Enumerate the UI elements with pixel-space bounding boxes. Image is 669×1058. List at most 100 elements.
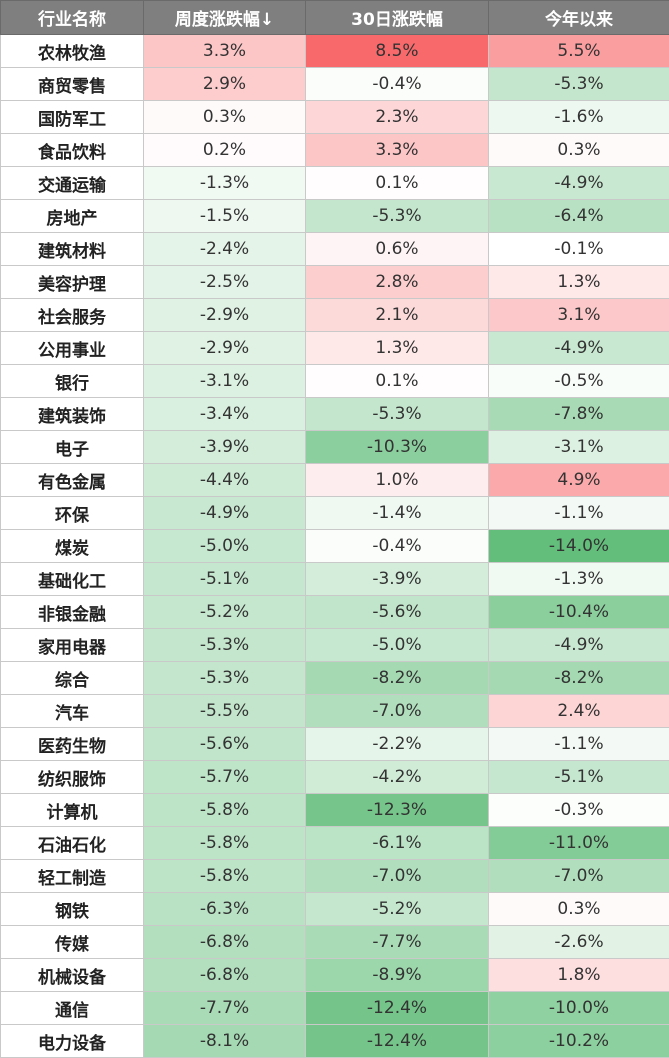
weekly-change-cell: -5.8% [144, 827, 306, 860]
table-row: 建筑装饰-3.4%-5.3%-7.8% [1, 398, 669, 431]
header-weekly-change: 周度涨跌幅↓ [144, 1, 306, 35]
weekly-change-cell: -5.3% [144, 662, 306, 695]
industry-name-cell: 医药生物 [1, 728, 144, 761]
industry-name-cell: 通信 [1, 992, 144, 1025]
weekly-change-cell: -3.4% [144, 398, 306, 431]
header-industry-name: 行业名称 [1, 1, 144, 35]
ytd-change-cell: -3.1% [489, 431, 669, 464]
30day-change-cell: 2.8% [306, 266, 489, 299]
table-row: 有色金属-4.4%1.0%4.9% [1, 464, 669, 497]
weekly-change-cell: -6.8% [144, 959, 306, 992]
30day-change-cell: -7.0% [306, 695, 489, 728]
table-row: 通信-7.7%-12.4%-10.0% [1, 992, 669, 1025]
industry-name-cell: 基础化工 [1, 563, 144, 596]
weekly-change-cell: -1.5% [144, 200, 306, 233]
weekly-change-cell: -1.3% [144, 167, 306, 200]
ytd-change-cell: -10.2% [489, 1025, 669, 1058]
ytd-change-cell: -4.9% [489, 167, 669, 200]
weekly-change-cell: -4.4% [144, 464, 306, 497]
30day-change-cell: -12.4% [306, 1025, 489, 1058]
30day-change-cell: -4.2% [306, 761, 489, 794]
30day-change-cell: -0.4% [306, 68, 489, 101]
industry-name-cell: 食品饮料 [1, 134, 144, 167]
industry-name-cell: 钢铁 [1, 893, 144, 926]
table-row: 家用电器-5.3%-5.0%-4.9% [1, 629, 669, 662]
ytd-change-cell: -5.3% [489, 68, 669, 101]
weekly-change-cell: -3.9% [144, 431, 306, 464]
table-row: 银行-3.1%0.1%-0.5% [1, 365, 669, 398]
header-row: 行业名称 周度涨跌幅↓ 30日涨跌幅 今年以来 [1, 1, 669, 35]
ytd-change-cell: -7.8% [489, 398, 669, 431]
table-row: 美容护理-2.5%2.8%1.3% [1, 266, 669, 299]
industry-name-cell: 交通运输 [1, 167, 144, 200]
industry-name-cell: 银行 [1, 365, 144, 398]
30day-change-cell: -2.2% [306, 728, 489, 761]
30day-change-cell: 0.1% [306, 167, 489, 200]
ytd-change-cell: -14.0% [489, 530, 669, 563]
industry-name-cell: 社会服务 [1, 299, 144, 332]
ytd-change-cell: -1.3% [489, 563, 669, 596]
30day-change-cell: 3.3% [306, 134, 489, 167]
weekly-change-cell: -7.7% [144, 992, 306, 1025]
table-row: 石油石化-5.8%-6.1%-11.0% [1, 827, 669, 860]
industry-name-cell: 建筑材料 [1, 233, 144, 266]
table-row: 非银金融-5.2%-5.6%-10.4% [1, 596, 669, 629]
industry-name-cell: 机械设备 [1, 959, 144, 992]
industry-name-cell: 农林牧渔 [1, 35, 144, 68]
30day-change-cell: 0.1% [306, 365, 489, 398]
ytd-change-cell: 0.3% [489, 134, 669, 167]
weekly-change-cell: -2.9% [144, 299, 306, 332]
weekly-change-cell: 2.9% [144, 68, 306, 101]
table-row: 纺织服饰-5.7%-4.2%-5.1% [1, 761, 669, 794]
30day-change-cell: -6.1% [306, 827, 489, 860]
table-row: 公用事业-2.9%1.3%-4.9% [1, 332, 669, 365]
table-row: 电子-3.9%-10.3%-3.1% [1, 431, 669, 464]
weekly-change-cell: -5.0% [144, 530, 306, 563]
table-row: 煤炭-5.0%-0.4%-14.0% [1, 530, 669, 563]
ytd-change-cell: 1.3% [489, 266, 669, 299]
30day-change-cell: -5.2% [306, 893, 489, 926]
ytd-change-cell: -4.9% [489, 332, 669, 365]
ytd-change-cell: -11.0% [489, 827, 669, 860]
table-row: 钢铁-6.3%-5.2%0.3% [1, 893, 669, 926]
table-row: 电力设备-8.1%-12.4%-10.2% [1, 1025, 669, 1058]
industry-name-cell: 商贸零售 [1, 68, 144, 101]
ytd-change-cell: -10.0% [489, 992, 669, 1025]
ytd-change-cell: -10.4% [489, 596, 669, 629]
industry-name-cell: 有色金属 [1, 464, 144, 497]
ytd-change-cell: -0.3% [489, 794, 669, 827]
30day-change-cell: 1.3% [306, 332, 489, 365]
table-row: 医药生物-5.6%-2.2%-1.1% [1, 728, 669, 761]
industry-name-cell: 美容护理 [1, 266, 144, 299]
table-row: 基础化工-5.1%-3.9%-1.3% [1, 563, 669, 596]
weekly-change-cell: -2.5% [144, 266, 306, 299]
ytd-change-cell: 0.3% [489, 893, 669, 926]
weekly-change-cell: 0.2% [144, 134, 306, 167]
ytd-change-cell: -0.5% [489, 365, 669, 398]
industry-name-cell: 非银金融 [1, 596, 144, 629]
weekly-change-cell: -2.9% [144, 332, 306, 365]
header-30day-change: 30日涨跌幅 [306, 1, 489, 35]
industry-name-cell: 电力设备 [1, 1025, 144, 1058]
30day-change-cell: -12.3% [306, 794, 489, 827]
table-row: 建筑材料-2.4%0.6%-0.1% [1, 233, 669, 266]
ytd-change-cell: 1.8% [489, 959, 669, 992]
30day-change-cell: 8.5% [306, 35, 489, 68]
30day-change-cell: 2.3% [306, 101, 489, 134]
30day-change-cell: -7.0% [306, 860, 489, 893]
weekly-change-cell: -5.1% [144, 563, 306, 596]
industry-name-cell: 综合 [1, 662, 144, 695]
30day-change-cell: -5.3% [306, 200, 489, 233]
ytd-change-cell: -2.6% [489, 926, 669, 959]
30day-change-cell: -3.9% [306, 563, 489, 596]
30day-change-cell: 0.6% [306, 233, 489, 266]
ytd-change-cell: -1.1% [489, 497, 669, 530]
industry-name-cell: 电子 [1, 431, 144, 464]
ytd-change-cell: 4.9% [489, 464, 669, 497]
weekly-change-cell: -5.8% [144, 794, 306, 827]
header-ytd-change: 今年以来 [489, 1, 669, 35]
